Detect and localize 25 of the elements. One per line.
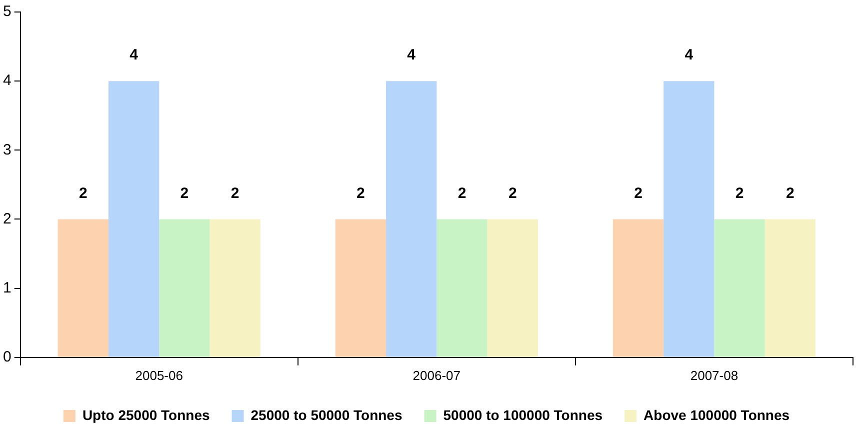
data-label: 2 [458, 184, 466, 202]
y-tick-label: 2 [3, 210, 12, 228]
y-tick-label: 3 [3, 141, 12, 158]
legend-label: Upto 25000 Tonnes [82, 406, 210, 423]
y-tick-label: 4 [3, 72, 12, 90]
data-label: 2 [634, 184, 642, 202]
legend-label: Above 100000 Tonnes [644, 406, 790, 423]
x-tick-label: 2005-06 [135, 368, 183, 383]
data-label: 2 [786, 184, 794, 202]
data-label: 2 [508, 184, 517, 202]
x-tick-label: 2006-07 [412, 368, 461, 383]
data-label: 2 [356, 184, 365, 202]
legend-label: 50000 to 100000 Tonnes [443, 406, 603, 423]
y-tick-label: 5 [3, 3, 12, 20]
data-label: 2 [180, 184, 189, 202]
data-label: 4 [130, 46, 139, 64]
data-label: 2 [78, 184, 88, 202]
x-tick-label: 2007-08 [690, 368, 738, 383]
data-label: 4 [684, 46, 694, 64]
y-tick-label: 0 [3, 348, 12, 366]
data-label: 4 [407, 46, 416, 64]
data-label: 2 [735, 184, 744, 202]
legend-label: 25000 to 50000 Tonnes [250, 406, 402, 423]
y-tick-label: 1 [3, 279, 12, 296]
data-label: 2 [230, 184, 240, 202]
